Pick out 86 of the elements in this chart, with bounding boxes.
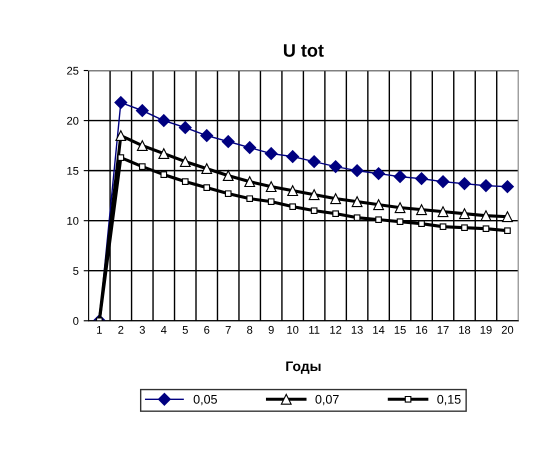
x-tick-label: 16 <box>416 326 428 334</box>
point <box>268 198 275 205</box>
point <box>114 96 128 110</box>
y-tick-label: 15 <box>67 167 78 175</box>
point <box>224 190 232 197</box>
x-tick-label: 13 <box>352 326 363 334</box>
point <box>201 163 212 174</box>
point <box>394 170 407 184</box>
point <box>350 164 364 178</box>
x-tick-label: 9 <box>268 326 274 334</box>
point <box>308 189 320 200</box>
point <box>246 195 254 202</box>
point <box>502 211 513 222</box>
point <box>310 207 318 214</box>
point <box>416 204 427 216</box>
point <box>436 175 450 188</box>
x-tick-label: 8 <box>247 326 252 334</box>
point <box>372 167 386 180</box>
x-tick-label: 5 <box>182 326 188 334</box>
point <box>222 135 235 148</box>
legend-label: 0,05 <box>194 394 217 406</box>
x-tick-label: 6 <box>204 326 210 334</box>
chart-title: U tot <box>284 44 324 57</box>
point <box>138 163 146 170</box>
x-tick-label: 17 <box>438 326 449 334</box>
point <box>157 114 170 128</box>
point <box>394 202 406 214</box>
point <box>289 203 296 210</box>
point <box>461 224 468 232</box>
x-tick-label: 1 <box>97 326 102 334</box>
point <box>352 196 363 208</box>
point <box>203 184 210 191</box>
x-tick-label: 4 <box>160 326 167 334</box>
point <box>244 176 256 188</box>
point <box>440 223 446 230</box>
point <box>375 216 382 224</box>
x-tick-label: 14 <box>373 326 384 334</box>
y-tick-label: 20 <box>67 116 78 125</box>
x-tick-label: 3 <box>140 326 145 334</box>
point <box>332 210 339 217</box>
point <box>329 160 342 174</box>
point <box>286 150 300 164</box>
point <box>373 199 384 210</box>
point <box>415 172 428 186</box>
point <box>501 180 514 194</box>
y-tick-label: 10 <box>67 216 78 225</box>
point <box>287 185 298 196</box>
y-tick-label: 25 <box>67 66 78 75</box>
point <box>482 225 490 232</box>
x-tick-label: 15 <box>394 326 406 334</box>
point <box>200 129 214 142</box>
x-tick-label: 7 <box>226 326 231 334</box>
y-tick-label: 0 <box>73 317 78 325</box>
legend-label: 0,15 <box>437 394 461 406</box>
x-axis-title: Годы <box>286 362 321 374</box>
x-tick-label: 20 <box>502 326 514 334</box>
x-tick-label: 12 <box>330 326 342 334</box>
point <box>330 193 342 204</box>
point <box>243 141 256 154</box>
x-tick-label: 2 <box>118 326 124 334</box>
x-tick-label: 19 <box>480 326 492 334</box>
legend-label: 0,07 <box>315 394 339 406</box>
x-tick-label: 11 <box>309 326 320 334</box>
point <box>308 155 321 168</box>
y-tick-label: 5 <box>73 267 78 275</box>
x-tick-label: 18 <box>459 326 470 334</box>
point <box>459 208 470 220</box>
point <box>480 210 492 222</box>
point <box>136 140 148 152</box>
point <box>222 170 234 182</box>
point <box>180 156 191 168</box>
point <box>438 206 448 218</box>
point <box>504 227 511 234</box>
point <box>182 178 189 185</box>
point <box>136 104 149 118</box>
point <box>458 177 471 190</box>
x-tick-label: 10 <box>287 326 298 334</box>
point <box>418 220 425 228</box>
point <box>160 171 168 178</box>
point <box>480 179 492 192</box>
point <box>264 147 278 160</box>
point <box>266 181 277 192</box>
point <box>396 218 404 226</box>
point <box>158 148 170 160</box>
point <box>115 130 126 142</box>
point <box>178 121 192 134</box>
